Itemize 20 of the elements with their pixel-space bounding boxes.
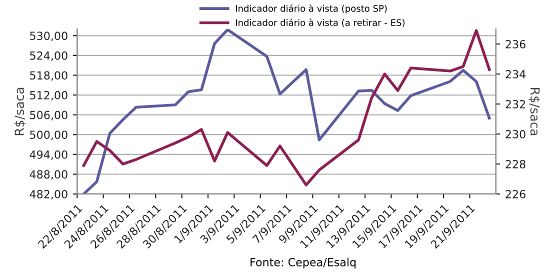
y2-tick-label: 226 — [506, 190, 526, 198]
legend-label: Indicador diário à vista (posto SP) — [236, 4, 387, 14]
y-tick-label: 518,00 — [30, 71, 68, 81]
y2-tick-label: 236 — [506, 40, 526, 48]
y2-axis-title: R$/saca — [528, 88, 540, 136]
legend-label: Indicador diário à vista (a retirar - ES) — [236, 18, 405, 28]
y-tick-label: 500,00 — [30, 130, 68, 140]
y2-tick-label: 228 — [506, 160, 526, 168]
y-tick-label: 530,00 — [30, 32, 68, 42]
y2-tick-label: 230 — [506, 130, 526, 138]
source-note: Fonte: Cepea/Esalq — [250, 258, 356, 269]
y2-tick-label: 234 — [506, 70, 526, 78]
y-tick-label: 494,00 — [30, 150, 68, 160]
y-axis-title: R$/saca — [14, 88, 26, 136]
y-tick-label: 488,00 — [30, 170, 68, 180]
y-tick-label: 512,00 — [30, 91, 68, 101]
y-tick-label: 524,00 — [30, 51, 68, 61]
y-tick-label: 482,00 — [30, 190, 68, 200]
y2-tick-label: 232 — [506, 100, 526, 108]
y-tick-label: 506,00 — [30, 110, 68, 120]
